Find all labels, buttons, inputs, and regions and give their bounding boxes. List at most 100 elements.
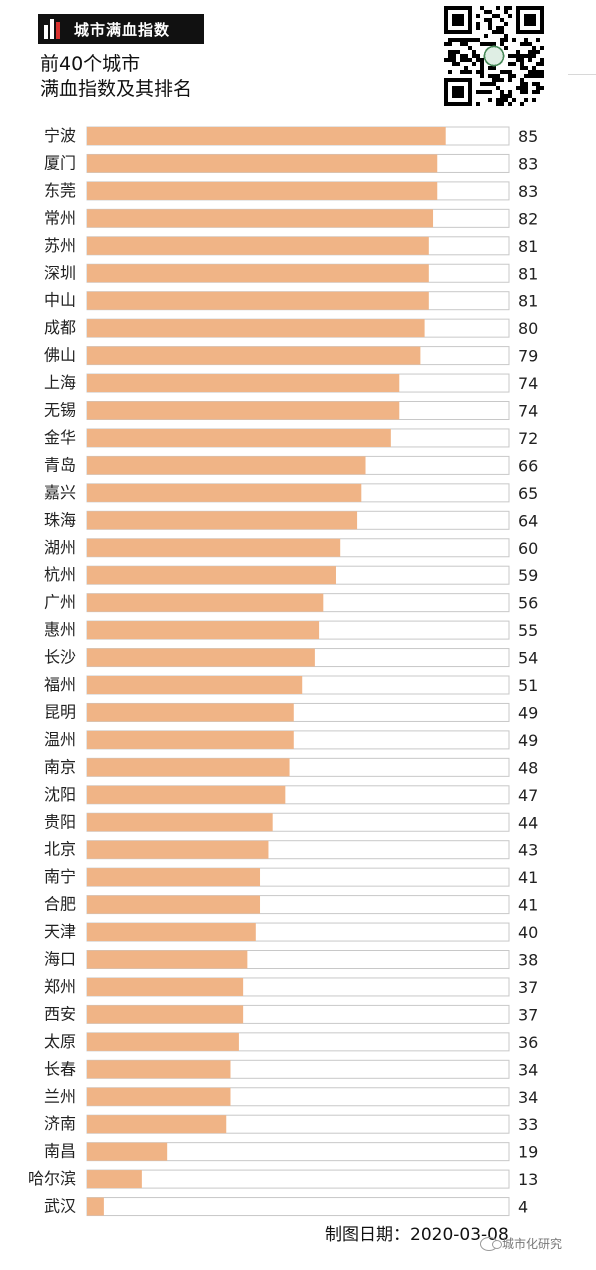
bar: [87, 1197, 104, 1216]
category-label: 温州: [44, 730, 76, 749]
category-label: 福州: [44, 675, 76, 694]
category-label: 海口: [44, 950, 76, 969]
category-label: 长春: [44, 1059, 76, 1078]
category-label: 苏州: [44, 236, 76, 255]
category-label: 南京: [44, 757, 76, 776]
title-line-1: 前40个城市: [40, 53, 141, 75]
category-label: 杭州: [44, 565, 76, 584]
category-label: 郑州: [44, 977, 76, 996]
bar: [87, 895, 261, 914]
value-label: 83: [518, 182, 538, 201]
divider: [568, 74, 596, 75]
category-label: 南昌: [44, 1142, 76, 1161]
value-label: 82: [518, 209, 538, 228]
bar: [87, 291, 429, 310]
value-label: 56: [518, 594, 538, 613]
category-label: 无锡: [44, 401, 76, 420]
category-label: 东莞: [44, 181, 76, 200]
bar: [87, 127, 446, 145]
value-label: 4: [518, 1198, 528, 1217]
bar: [87, 648, 315, 667]
category-label: 常州: [44, 208, 76, 227]
category-label: 珠海: [44, 510, 76, 529]
value-label: 36: [518, 1033, 538, 1052]
value-label: 43: [518, 841, 538, 860]
category-label: 上海: [44, 373, 76, 392]
value-label: 83: [518, 154, 538, 173]
value-label: 74: [518, 402, 538, 421]
value-label: 13: [518, 1170, 538, 1189]
category-label: 沈阳: [44, 785, 76, 804]
category-label: 青岛: [44, 455, 76, 474]
category-label: 昆明: [44, 702, 76, 721]
value-label: 34: [518, 1088, 538, 1107]
bar: [87, 813, 273, 832]
value-label: 38: [518, 951, 538, 970]
category-label: 天津: [44, 922, 76, 941]
value-label: 60: [518, 539, 538, 558]
category-label: 西安: [44, 1004, 76, 1023]
category-label: 济南: [44, 1114, 76, 1133]
value-label: 81: [518, 264, 538, 283]
bar: [87, 1087, 231, 1106]
bar: [87, 785, 286, 804]
category-label: 深圳: [44, 263, 76, 282]
value-label: 81: [518, 292, 538, 311]
value-label: 65: [518, 484, 538, 503]
bar: [87, 1170, 142, 1189]
bar: [87, 346, 421, 365]
bar: [87, 621, 320, 640]
bar-track: [86, 1197, 510, 1217]
value-label: 81: [518, 237, 538, 256]
bar: [87, 538, 341, 557]
bar: [87, 923, 256, 942]
value-label: 37: [518, 978, 538, 997]
value-label: 33: [518, 1115, 538, 1134]
category-label: 长沙: [44, 648, 76, 667]
bar-track: [86, 1169, 510, 1189]
category-label: 广州: [44, 593, 76, 612]
category-label: 金华: [44, 428, 76, 447]
bar: [87, 154, 438, 173]
chart-date: 制图日期：2020-03-08: [325, 1225, 509, 1245]
bar: [87, 401, 400, 420]
watermark-text: 城市化研究: [502, 1237, 563, 1251]
category-label: 成都: [44, 318, 76, 337]
value-label: 47: [518, 786, 538, 805]
wechat-icon: [480, 1236, 502, 1251]
value-label: 59: [518, 566, 538, 585]
bar: [87, 730, 294, 749]
badge-label: 城市满血指数: [74, 20, 171, 39]
category-label: 厦门: [44, 153, 76, 172]
category-label: 合肥: [44, 895, 76, 914]
category-label: 惠州: [44, 620, 76, 639]
value-label: 40: [518, 923, 538, 942]
category-label: 南宁: [44, 867, 76, 886]
chart-title: 前40个城市 满血指数及其排名: [40, 52, 192, 102]
category-label: 兰州: [44, 1087, 76, 1106]
bar: [87, 209, 434, 228]
bar: [87, 977, 244, 996]
bar: [87, 236, 429, 255]
bar-chart-icon: [44, 19, 66, 39]
category-label: 宁波: [44, 126, 76, 145]
header-badge: 城市满血指数: [38, 14, 204, 44]
bar: [87, 950, 248, 969]
bar: [87, 840, 269, 859]
bar: [87, 181, 438, 200]
value-label: 34: [518, 1060, 538, 1079]
value-label: 49: [518, 703, 538, 722]
value-label: 72: [518, 429, 538, 448]
bar: [87, 566, 336, 585]
value-label: 49: [518, 731, 538, 750]
category-label: 嘉兴: [44, 483, 76, 502]
bar: [87, 319, 425, 338]
bar: [87, 456, 366, 475]
bar: [87, 1005, 244, 1024]
value-label: 74: [518, 374, 538, 393]
value-label: 79: [518, 347, 538, 366]
value-label: 41: [518, 896, 538, 915]
bar: [87, 1032, 239, 1051]
bar: [87, 676, 303, 694]
value-label: 80: [518, 319, 538, 338]
